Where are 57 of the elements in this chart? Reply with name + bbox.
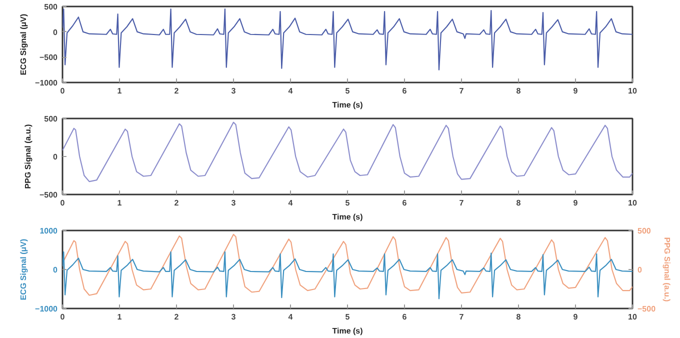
line-series bbox=[62, 234, 632, 296]
x-tick-label: 5 bbox=[345, 198, 350, 208]
y-tick-label: −500 bbox=[39, 53, 58, 62]
x-tick-label: 2 bbox=[174, 312, 180, 322]
y2-axis-title: PPG Signal (a.u.) bbox=[662, 237, 672, 302]
x-tick-label: 9 bbox=[573, 312, 578, 322]
x-tick-label: 4 bbox=[288, 312, 294, 322]
x-axis-title: Time (s) bbox=[332, 212, 364, 222]
line-series bbox=[62, 251, 632, 300]
x-tick-label: 1 bbox=[117, 312, 122, 322]
x-tick-label: 9 bbox=[573, 86, 578, 96]
x-tick-label: 4 bbox=[288, 86, 294, 96]
x-tick-label: 10 bbox=[628, 198, 638, 208]
x-tick-label: 10 bbox=[628, 86, 638, 96]
x-tick-label: 5 bbox=[345, 86, 350, 96]
x-tick-label: 8 bbox=[516, 198, 522, 208]
x-tick-label: 3 bbox=[231, 312, 236, 322]
x-tick-label: 6 bbox=[402, 312, 408, 322]
x-tick-label: 5 bbox=[345, 312, 350, 322]
x-tick-label: 3 bbox=[231, 86, 236, 96]
line-series bbox=[62, 122, 632, 182]
x-tick-label: 2 bbox=[174, 198, 180, 208]
y-tick-label: 0 bbox=[53, 266, 58, 274]
y-axis-title: ECG Signal (μV) bbox=[19, 13, 28, 76]
y-tick-label: 0 bbox=[53, 28, 58, 37]
x-tick-label: 8 bbox=[516, 312, 522, 322]
y2-tick-label: 500 bbox=[638, 226, 652, 236]
x-tick-label: 7 bbox=[459, 86, 464, 96]
x-axis-title: Time (s) bbox=[332, 326, 364, 336]
y-tick-label: −1000 bbox=[35, 78, 58, 88]
y-tick-label: 500 bbox=[44, 2, 58, 12]
x-tick-label: 9 bbox=[573, 198, 578, 208]
y-tick-label: 500 bbox=[44, 114, 58, 124]
y-axis-title: ECG Signal (μV) bbox=[19, 238, 28, 300]
x-tick-label: 0 bbox=[60, 86, 66, 96]
x-tick-label: 2 bbox=[174, 86, 180, 96]
y-tick-label: 0 bbox=[53, 152, 58, 162]
x-tick-label: 6 bbox=[402, 198, 408, 208]
y-tick-label: 1000 bbox=[40, 226, 58, 236]
x-tick-label: 8 bbox=[516, 86, 522, 96]
y2-tick-label: −500 bbox=[638, 304, 656, 314]
x-tick-label: 1 bbox=[117, 86, 122, 96]
x-tick-label: 7 bbox=[459, 312, 464, 322]
y2-tick-label: 0 bbox=[638, 266, 642, 274]
y-tick-label: −1000 bbox=[35, 304, 58, 314]
x-tick-label: 0 bbox=[60, 312, 66, 322]
y-tick-label: −500 bbox=[39, 190, 58, 200]
x-tick-label: 0 bbox=[60, 198, 66, 208]
x-tick-label: 10 bbox=[628, 312, 638, 322]
x-axis-title: Time (s) bbox=[332, 100, 364, 110]
line-series bbox=[62, 8, 632, 70]
x-tick-label: 7 bbox=[459, 198, 464, 208]
x-tick-label: 4 bbox=[288, 198, 294, 208]
x-tick-label: 1 bbox=[117, 198, 122, 208]
x-tick-label: 6 bbox=[402, 86, 408, 96]
x-tick-label: 3 bbox=[231, 198, 236, 208]
y-axis-title: PPG Signal (a.u.) bbox=[23, 124, 32, 189]
